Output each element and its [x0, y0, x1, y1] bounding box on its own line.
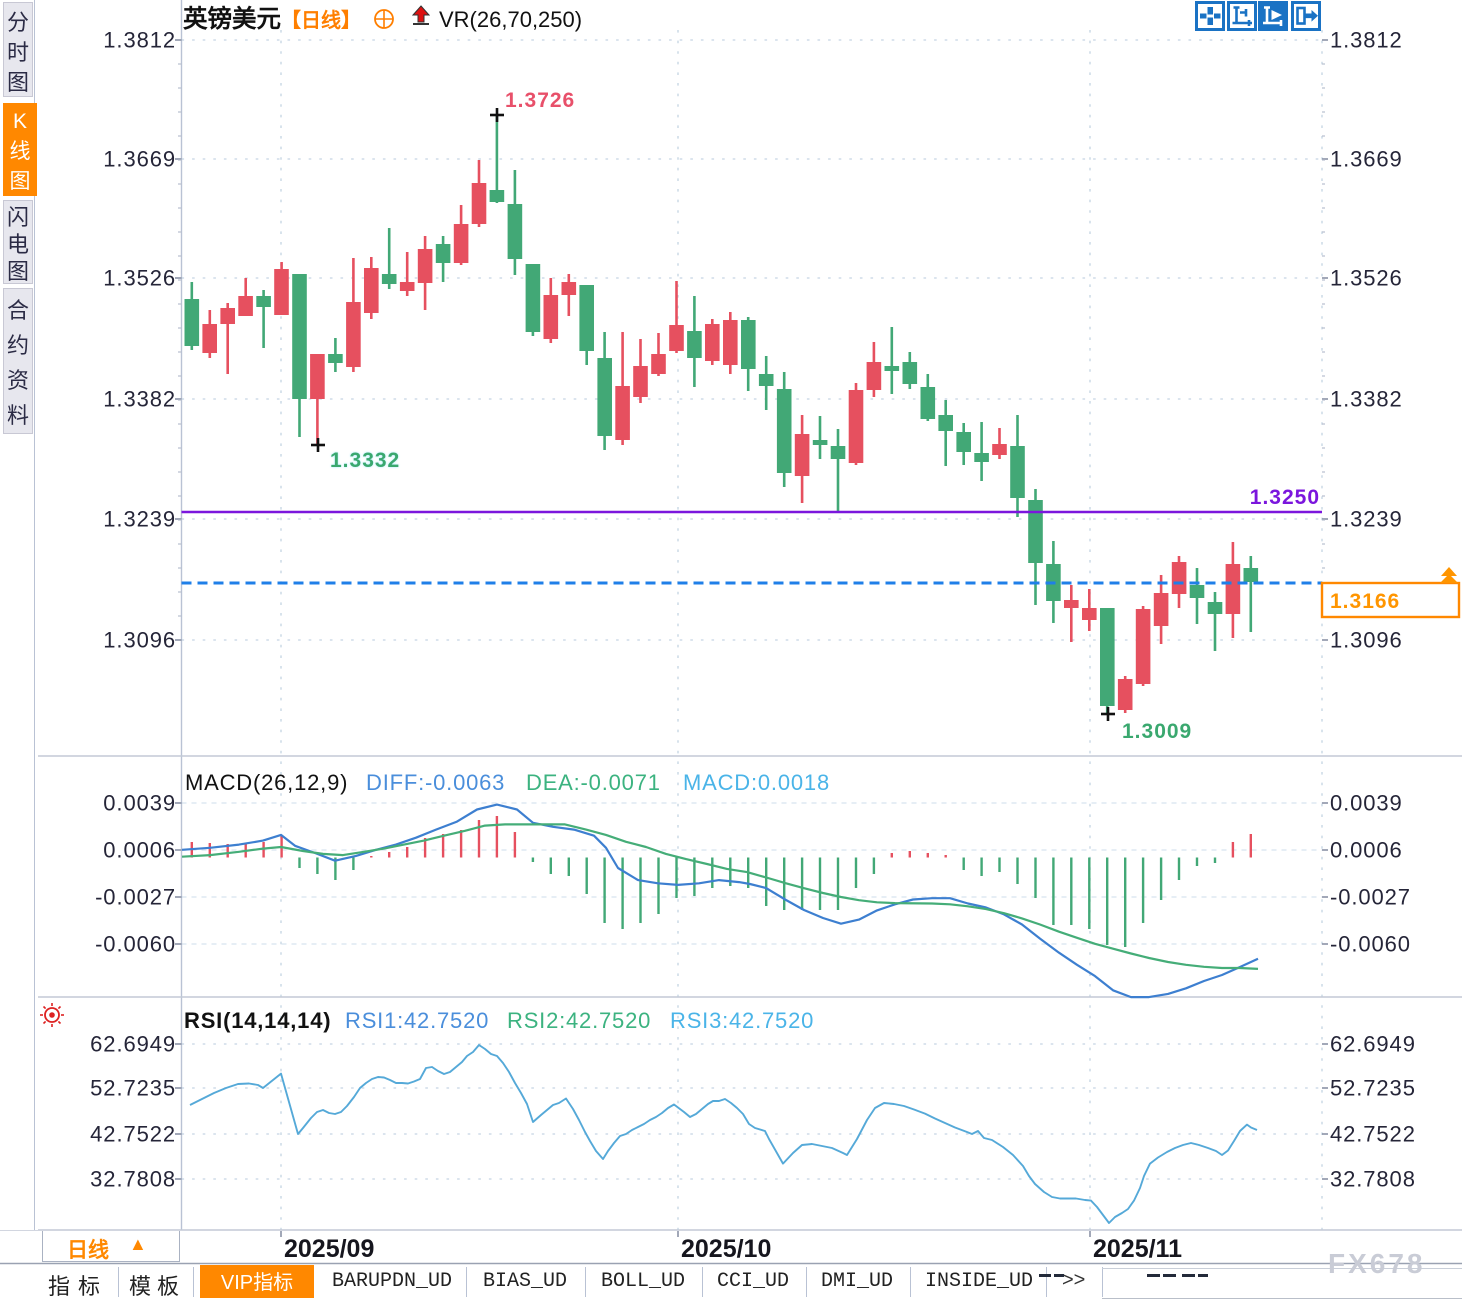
svg-text:2025/11: 2025/11	[1093, 1235, 1182, 1263]
svg-text:62.6949: 62.6949	[90, 1032, 176, 1057]
svg-text:1.3332: 1.3332	[330, 449, 400, 472]
svg-text:1.3239: 1.3239	[103, 507, 176, 532]
svg-text:2025/09: 2025/09	[284, 1235, 374, 1263]
svg-text:1.3669: 1.3669	[1330, 147, 1403, 172]
svg-text:1.3009: 1.3009	[1122, 720, 1192, 743]
svg-text:32.7808: 32.7808	[90, 1167, 176, 1192]
svg-text:0.0039: 0.0039	[1330, 791, 1403, 816]
svg-text:0.0006: 0.0006	[103, 838, 176, 863]
svg-text:1.3250: 1.3250	[1250, 486, 1320, 509]
svg-text:42.7522: 42.7522	[90, 1122, 176, 1147]
svg-text:1.3382: 1.3382	[1330, 387, 1403, 412]
svg-text:-0.0027: -0.0027	[95, 885, 176, 910]
svg-text:1.3166: 1.3166	[1330, 590, 1400, 613]
svg-text:0.0006: 0.0006	[1330, 838, 1403, 863]
svg-text:0.0039: 0.0039	[103, 791, 176, 816]
svg-text:1.3726: 1.3726	[505, 89, 575, 112]
svg-text:-0.0060: -0.0060	[95, 932, 176, 957]
svg-text:英镑美元【日线】: 英镑美元【日线】	[183, 0, 361, 35]
svg-text:-0.0027: -0.0027	[1330, 885, 1411, 910]
svg-text:1.3812: 1.3812	[103, 28, 176, 53]
svg-text:DIFF:-0.0063: DIFF:-0.0063	[366, 770, 505, 795]
svg-text:1.3382: 1.3382	[103, 387, 176, 412]
svg-text:RSI(14,14,14): RSI(14,14,14)	[184, 1008, 331, 1033]
svg-text:RSI3:42.7520: RSI3:42.7520	[670, 1008, 814, 1033]
svg-text:RSI1:42.7520: RSI1:42.7520	[345, 1008, 489, 1033]
svg-text:VR(26,70,250): VR(26,70,250)	[439, 7, 582, 32]
svg-text:1.3526: 1.3526	[103, 266, 176, 291]
svg-text:MACD:0.0018: MACD:0.0018	[683, 770, 830, 795]
svg-text:-0.0060: -0.0060	[1330, 932, 1411, 957]
svg-text:RSI2:42.7520: RSI2:42.7520	[507, 1008, 651, 1033]
svg-text:42.7522: 42.7522	[1330, 1122, 1416, 1147]
svg-text:DEA:-0.0071: DEA:-0.0071	[526, 770, 661, 795]
svg-text:2025/10: 2025/10	[681, 1235, 771, 1263]
svg-text:62.6949: 62.6949	[1330, 1032, 1416, 1057]
svg-text:1.3096: 1.3096	[103, 628, 176, 653]
svg-text:1.3239: 1.3239	[1330, 507, 1403, 532]
svg-text:1.3096: 1.3096	[1330, 628, 1403, 653]
svg-text:52.7235: 52.7235	[1330, 1076, 1416, 1101]
svg-text:1.3526: 1.3526	[1330, 266, 1403, 291]
svg-text:MACD(26,12,9): MACD(26,12,9)	[185, 770, 348, 795]
svg-text:32.7808: 32.7808	[1330, 1167, 1416, 1192]
svg-text:52.7235: 52.7235	[90, 1076, 176, 1101]
svg-text:1.3812: 1.3812	[1330, 28, 1403, 53]
svg-text:1.3669: 1.3669	[103, 147, 176, 172]
